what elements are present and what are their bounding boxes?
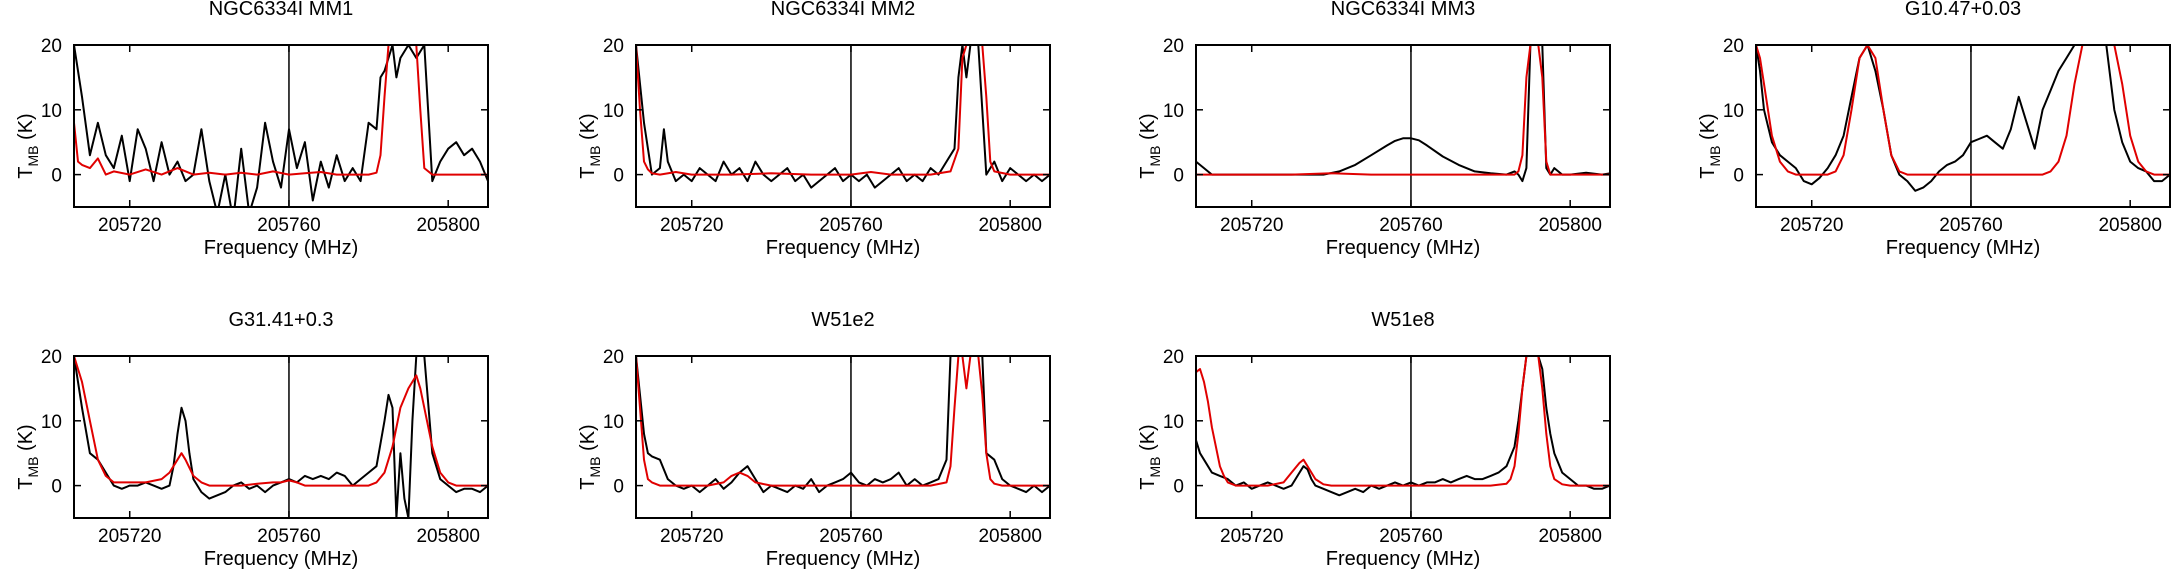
y-axis-label: TMB (K): [577, 424, 603, 489]
x-axis-label: Frequency (MHz): [766, 237, 920, 259]
y-tick-label: 0: [613, 166, 624, 187]
x-axis-label: Frequency (MHz): [204, 548, 358, 570]
x-tick-label: 205800: [416, 526, 479, 547]
x-tick-label: 205800: [2098, 215, 2161, 236]
y-tick-label: 20: [603, 347, 624, 368]
chart-panel: 205720 205760 205800 0 10 20 W51e2 Frequency (M…: [577, 309, 1051, 570]
x-axis-label: Frequency (MHz): [1886, 237, 2040, 259]
chart-panel: 205720 205760 205800 0 10 20 G31.41+0.3 Frequen…: [15, 309, 489, 570]
plot-frame: [635, 44, 1051, 208]
y-tick-label: 10: [41, 412, 62, 433]
plot-frame: [1195, 44, 1611, 208]
y-tick-label: 0: [1173, 477, 1184, 498]
x-axis-label: Frequency (MHz): [1326, 548, 1480, 570]
x-tick-label: 205720: [1220, 215, 1283, 236]
chart-panel: 205720 205760 205800 0 10 20 NGC6334I MM2 Frequ…: [577, 0, 1051, 259]
x-tick-label: 205720: [1780, 215, 1843, 236]
plot-frame: [73, 355, 489, 519]
x-tick-label: 205800: [1538, 526, 1601, 547]
x-tick-label: 205760: [819, 215, 882, 236]
chart-panel: 205720 205760 205800 0 10 20 G10.47+0.03 Freque…: [1697, 0, 2171, 259]
plot-frame: [1195, 355, 1611, 519]
chart-title: G10.47+0.03: [1905, 0, 2021, 20]
series-line-model: [1196, 45, 1610, 176]
x-tick-label: 205720: [1220, 526, 1283, 547]
x-tick-label: 205720: [660, 526, 723, 547]
y-tick-label: 20: [1723, 36, 1744, 57]
plot-frame: [635, 355, 1051, 519]
chart-panel: 205720 205760 205800 0 10 20 W51e8 Frequency (M…: [1137, 309, 1611, 570]
x-tick-label: 205760: [257, 526, 320, 547]
y-tick-label: 20: [41, 36, 62, 57]
y-axis-label: TMB (K): [577, 113, 603, 178]
chart-title: NGC6334I MM3: [1331, 0, 1476, 20]
series-line-model: [636, 356, 1050, 487]
y-axis-label: TMB (K): [1697, 113, 1723, 178]
x-tick-label: 205760: [257, 215, 320, 236]
y-tick-label: 10: [1163, 101, 1184, 122]
y-tick-label: 20: [1163, 36, 1184, 57]
y-axis-label: TMB (K): [1137, 113, 1163, 178]
chart-panel: 205720 205760 205800 0 10 20 NGC6334I MM1 Frequ…: [15, 0, 489, 259]
x-axis-label: Frequency (MHz): [204, 237, 358, 259]
y-tick-label: 10: [603, 101, 624, 122]
series-line-observed: [636, 356, 1050, 494]
x-tick-label: 205720: [98, 526, 161, 547]
y-tick-label: 20: [603, 36, 624, 57]
series-line-model: [1756, 45, 2170, 176]
y-tick-label: 0: [1733, 166, 1744, 187]
plot-frame: [73, 44, 489, 208]
series-line-model: [74, 356, 488, 487]
chart-panel: 205720 205760 205800 0 10 20 NGC6334I MM3 Frequ…: [1137, 0, 1611, 259]
plot-frame: [1755, 44, 2171, 208]
y-tick-label: 10: [603, 412, 624, 433]
y-tick-label: 20: [1163, 347, 1184, 368]
y-tick-label: 10: [1163, 412, 1184, 433]
y-axis-label: TMB (K): [15, 424, 41, 489]
y-tick-label: 10: [41, 101, 62, 122]
x-tick-label: 205760: [1939, 215, 2002, 236]
x-tick-label: 205760: [1379, 526, 1442, 547]
y-tick-label: 0: [51, 166, 62, 187]
series-line-observed: [1196, 45, 1610, 183]
chart-title: W51e8: [1371, 309, 1434, 331]
chart-title: NGC6334I MM2: [771, 0, 916, 20]
series-line-observed: [74, 45, 488, 207]
series-line-observed: [74, 356, 488, 518]
y-tick-label: 0: [613, 477, 624, 498]
series-line-model: [1196, 356, 1610, 487]
chart-title: NGC6334I MM1: [209, 0, 354, 20]
y-tick-label: 0: [51, 477, 62, 498]
series-line-observed: [1756, 45, 2170, 192]
x-tick-label: 205720: [660, 215, 723, 236]
y-tick-label: 10: [1723, 101, 1744, 122]
y-tick-label: 0: [1173, 166, 1184, 187]
x-tick-label: 205800: [416, 215, 479, 236]
x-tick-label: 205800: [978, 215, 1041, 236]
chart-title: G31.41+0.3: [228, 309, 333, 331]
series-line-model: [636, 45, 1050, 176]
y-axis-label: TMB (K): [15, 113, 41, 178]
series-line-model: [74, 45, 488, 176]
x-tick-label: 205720: [98, 215, 161, 236]
x-tick-label: 205760: [819, 526, 882, 547]
chart-title: W51e2: [811, 309, 874, 331]
y-axis-label: TMB (K): [1137, 424, 1163, 489]
series-line-observed: [1196, 356, 1610, 497]
x-tick-label: 205800: [1538, 215, 1601, 236]
x-tick-label: 205760: [1379, 215, 1442, 236]
x-tick-label: 205800: [978, 526, 1041, 547]
y-tick-label: 20: [41, 347, 62, 368]
x-axis-label: Frequency (MHz): [766, 548, 920, 570]
x-axis-label: Frequency (MHz): [1326, 237, 1480, 259]
